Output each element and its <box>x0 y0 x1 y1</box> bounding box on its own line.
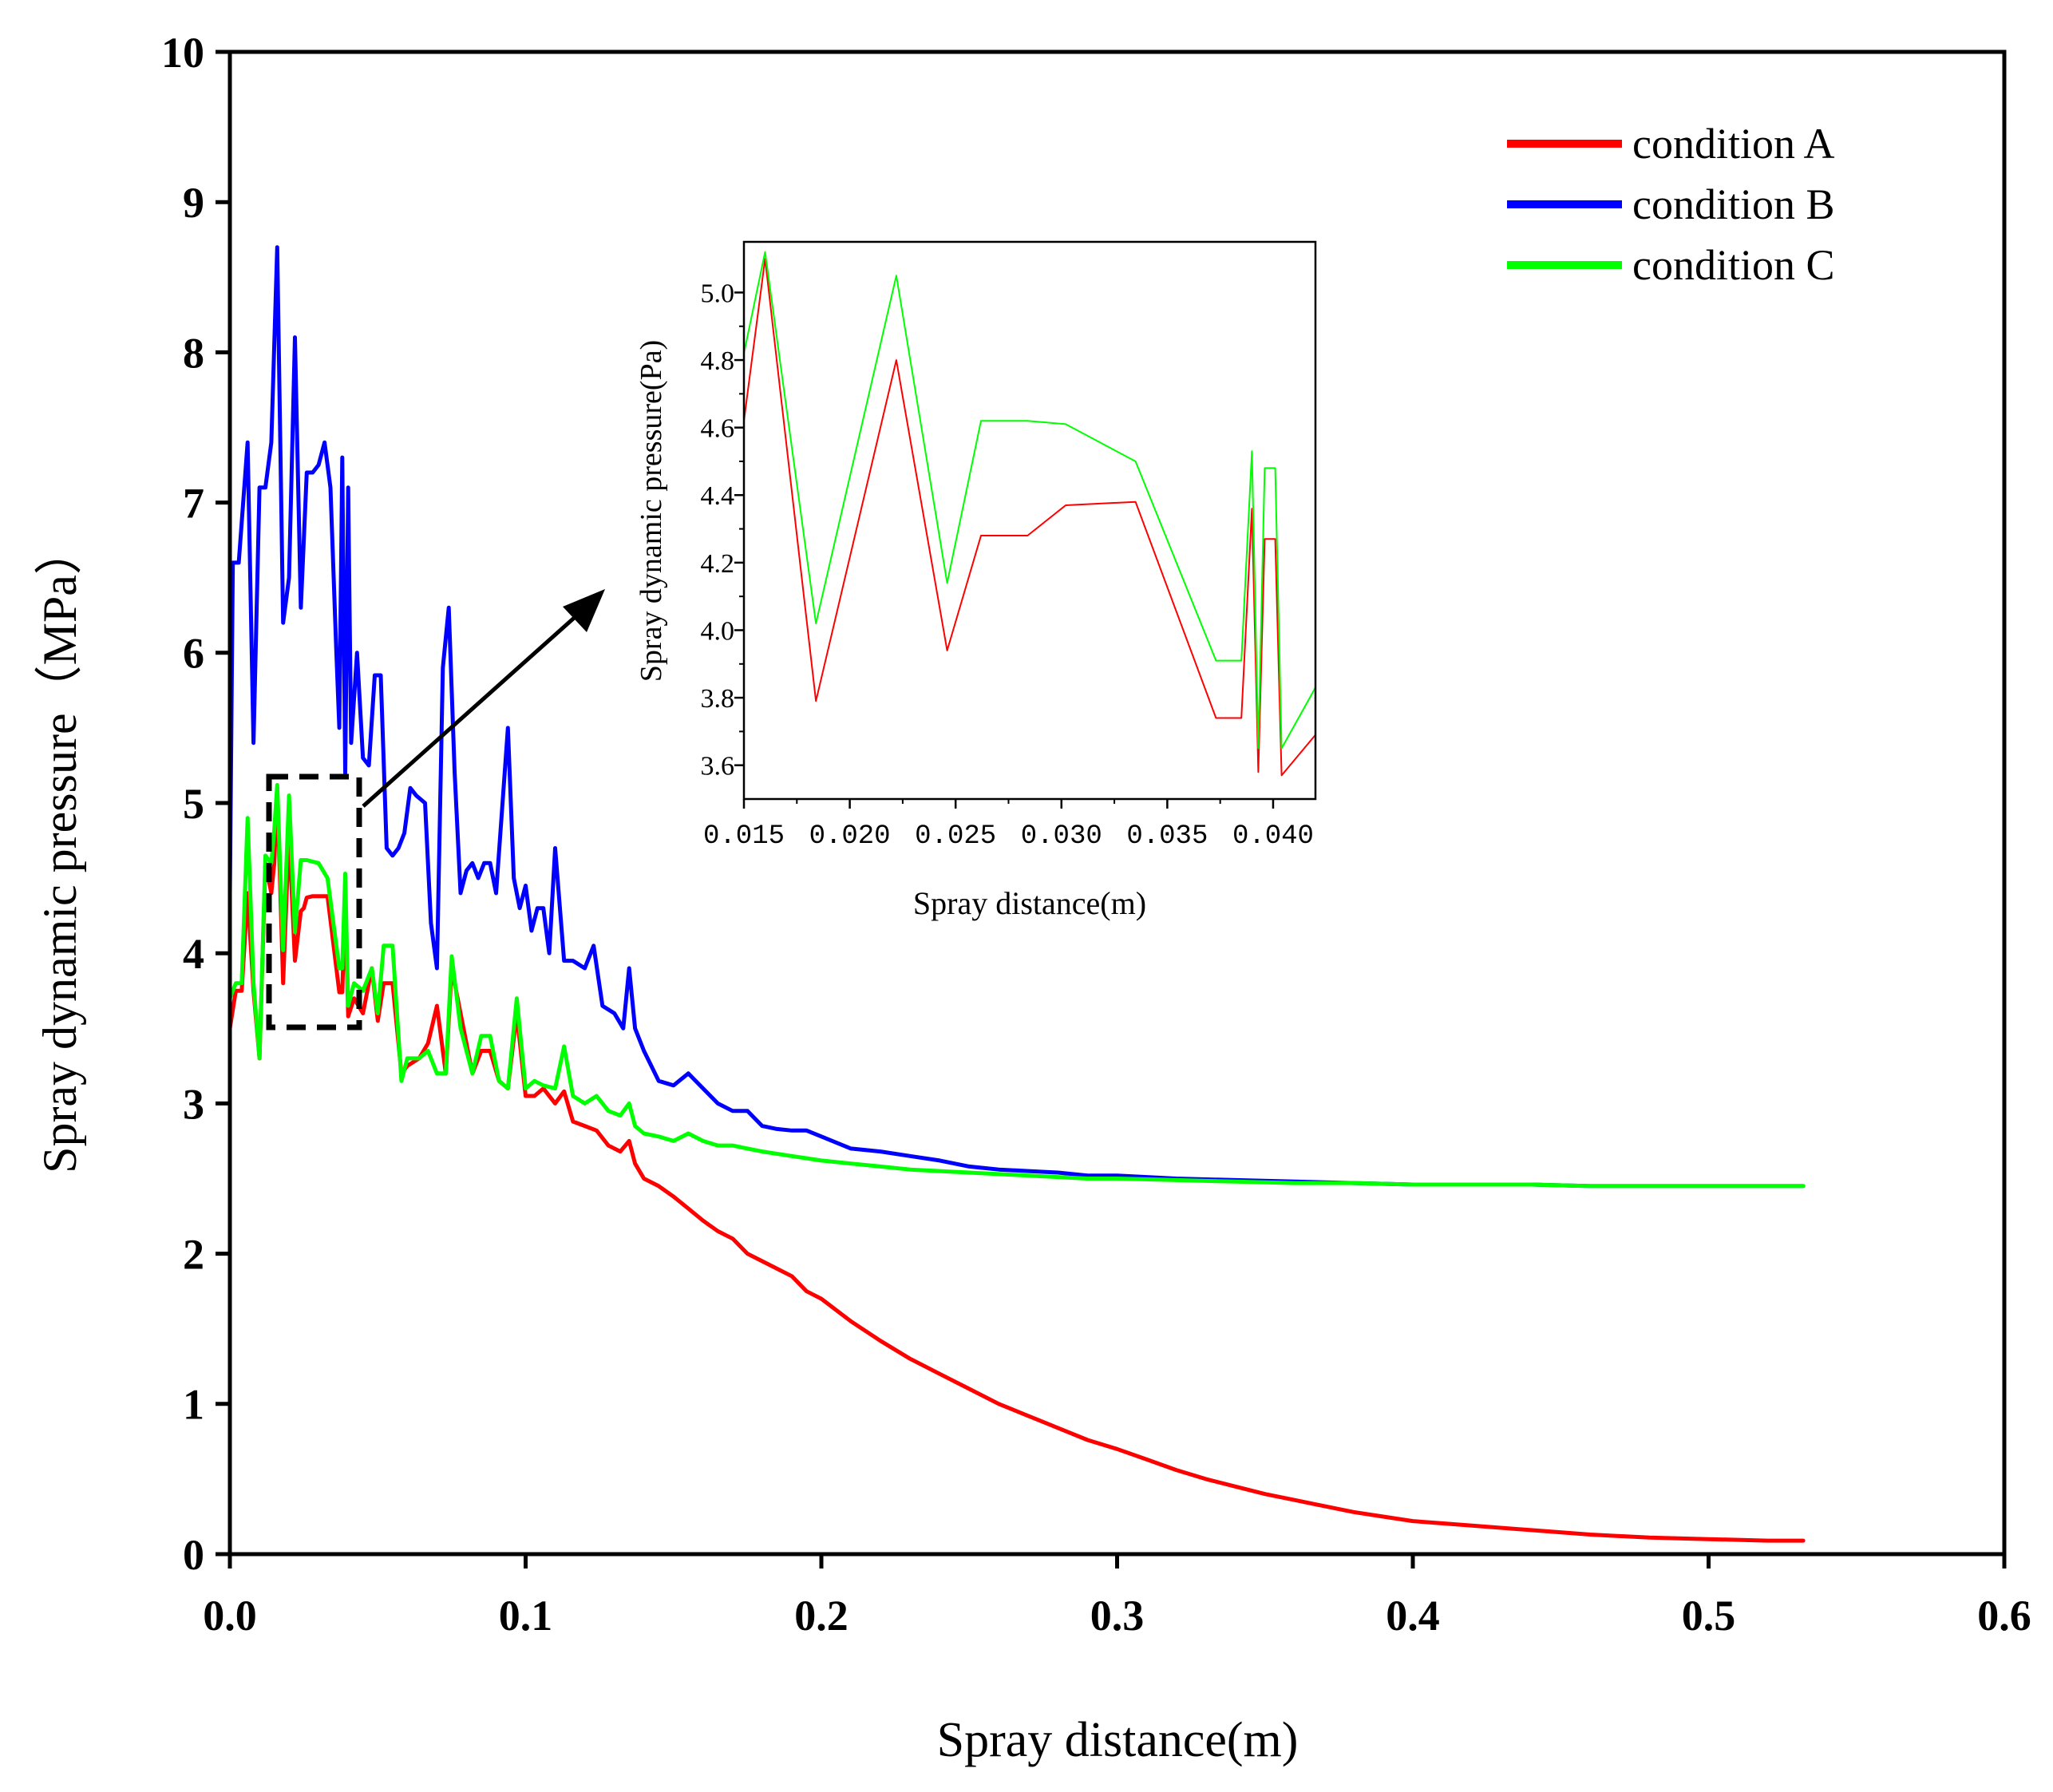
inset-series-line-condition-c <box>743 251 1316 750</box>
main-series-line-condition-b <box>227 245 1806 1189</box>
main-x-tick-label: 0.1 <box>499 1592 553 1640</box>
inset-x-tick-label: 0.020 <box>809 821 891 852</box>
inset-x-tick-label: 0.030 <box>1021 821 1102 852</box>
main-x-tick-label: 0.5 <box>1682 1592 1736 1640</box>
main-y-tick-label: 2 <box>183 1231 204 1279</box>
inset-y-tick-label: 4.6 <box>701 414 735 444</box>
main-y-tick-label: 8 <box>183 329 204 377</box>
main-x-axis-label: Spray distance(m) <box>937 1713 1299 1767</box>
zoom-arrow-head <box>563 589 605 632</box>
main-x-tick-label: 0.6 <box>1977 1592 2031 1640</box>
inset-series-line-condition-a <box>743 258 1316 777</box>
main-y-tick-label: 5 <box>183 780 204 828</box>
inset-plot-frame <box>742 240 1317 801</box>
zoom-arrow <box>362 605 588 808</box>
inset-series-group <box>743 251 1316 777</box>
legend: condition A condition B condition C <box>1507 120 1835 289</box>
inset-x-tick-label: 0.035 <box>1126 821 1208 852</box>
main-y-tick-label: 0 <box>183 1531 204 1579</box>
inset-y-tick-label: 3.8 <box>701 684 735 714</box>
main-x-tick-label: 0.4 <box>1386 1592 1440 1640</box>
inset-x-tick-label: 0.015 <box>703 821 785 852</box>
inset-x-tick-label: 0.040 <box>1232 821 1314 852</box>
main-x-tick-label: 0.0 <box>203 1592 257 1640</box>
inset-plot: 0.015 0.020 0.025 0.030 0.035 0.040 3.6 3.8 4.0… <box>635 240 1317 921</box>
main-y-tick-label: 6 <box>183 630 204 678</box>
main-y-tick-label: 4 <box>183 930 204 978</box>
main-y-tick-label: 3 <box>183 1080 204 1128</box>
inset-x-ticks: 0.015 0.020 0.025 0.030 0.035 0.040 <box>703 799 1314 852</box>
main-x-tick-label: 0.2 <box>794 1592 848 1640</box>
legend-label-condition-c: condition C <box>1632 241 1835 289</box>
inset-y-tick-label: 4.0 <box>701 616 735 646</box>
inset-y-tick-label: 4.4 <box>701 481 735 511</box>
inset-y-tick-label: 5.0 <box>701 279 735 308</box>
main-y-tick-label: 10 <box>161 29 204 77</box>
main-series-line-condition-c <box>227 782 1806 1189</box>
main-y-axis-label: Spray dynamic pressure（MPa） <box>34 527 86 1173</box>
main-plot: 0.0 0.1 0.2 0.3 0.4 0.5 0.6 0 1 2 3 4 5 6 7 8 9 10 Spray… <box>34 29 2031 1767</box>
inset-y-tick-label: 3.6 <box>701 752 735 781</box>
main-y-ticks: 0 1 2 3 4 5 6 7 8 9 10 <box>161 29 230 1579</box>
main-series-group <box>227 245 1806 1543</box>
main-x-tick-label: 0.3 <box>1090 1592 1145 1640</box>
inset-y-ticks: 3.6 3.8 4.0 4.2 4.4 4.6 4.8 5.0 <box>701 279 744 781</box>
inset-x-axis-label: Spray distance(m) <box>913 885 1146 921</box>
zoom-region-box <box>266 773 362 1030</box>
main-y-tick-label: 7 <box>183 480 204 528</box>
legend-label-condition-a: condition A <box>1632 120 1835 168</box>
inset-y-tick-label: 4.2 <box>701 549 735 579</box>
main-series-line-condition-a <box>227 785 1806 1543</box>
inset-y-tick-label: 4.8 <box>701 346 735 376</box>
inset-y-axis-label: Spray dynamic pressure(Pa) <box>635 340 668 682</box>
main-x-ticks: 0.0 0.1 0.2 0.3 0.4 0.5 0.6 <box>203 1554 2031 1640</box>
legend-label-condition-b: condition B <box>1632 180 1835 228</box>
main-y-tick-label: 9 <box>183 179 204 227</box>
main-y-tick-label: 1 <box>183 1381 204 1429</box>
inset-x-tick-label: 0.025 <box>915 821 996 852</box>
